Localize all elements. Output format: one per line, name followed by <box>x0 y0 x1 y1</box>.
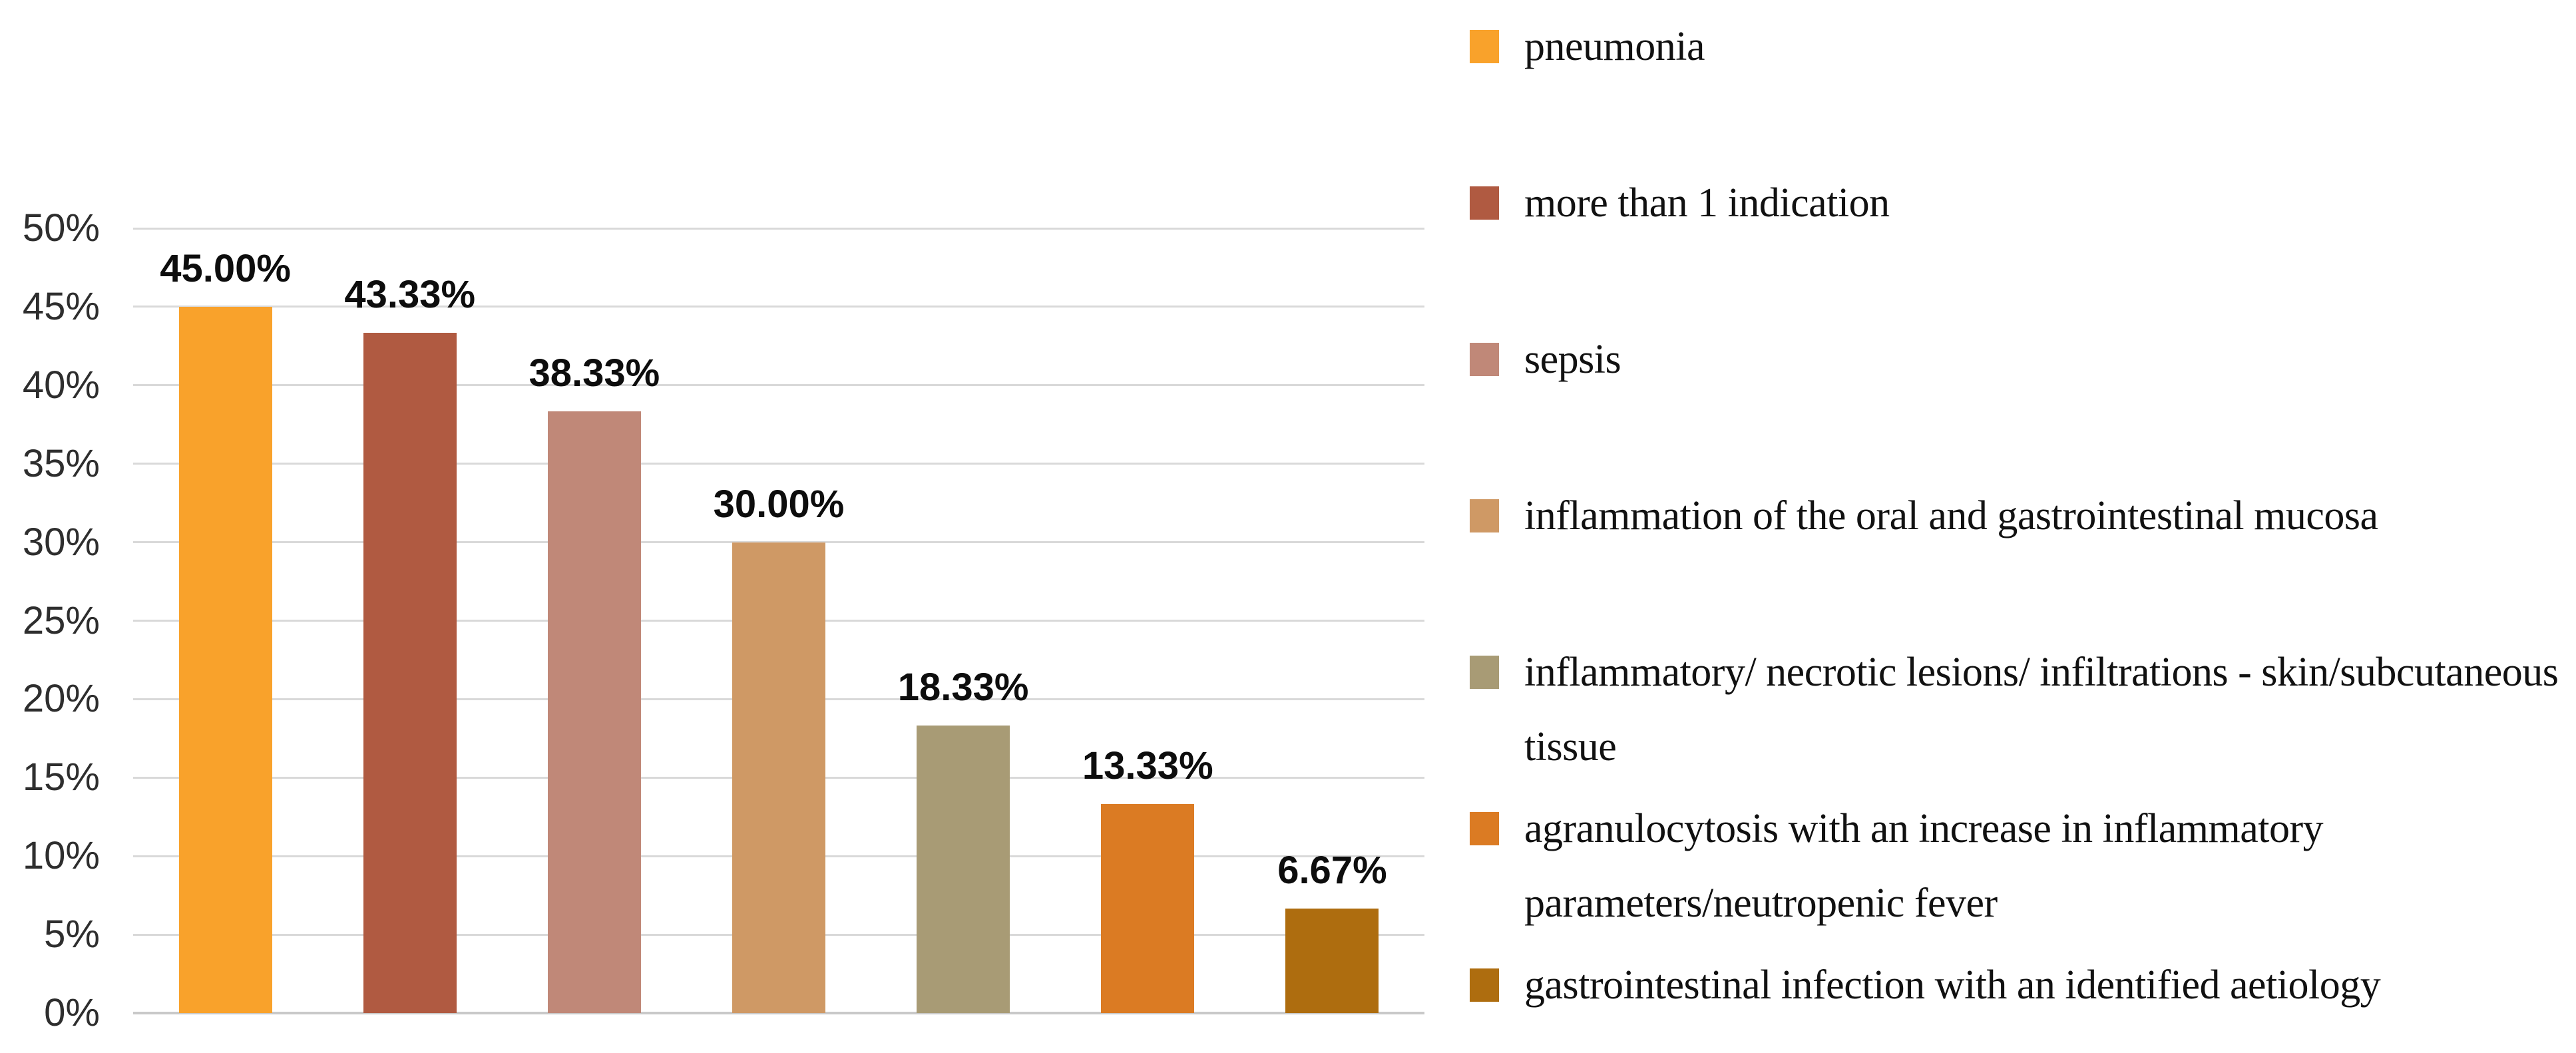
bar-3 <box>732 542 825 1013</box>
legend-item: more than 1 indication <box>1470 180 2576 240</box>
legend-item: gastrointestinal infection with an ident… <box>1470 962 2576 1022</box>
bar-data-label: 38.33% <box>529 351 660 395</box>
gridline <box>133 463 1424 465</box>
legend-label: sepsis <box>1524 337 1621 382</box>
y-axis-tick-label: 5% <box>44 913 100 956</box>
bar-data-label: 6.67% <box>1277 848 1387 892</box>
legend-swatch-icon <box>1470 968 1499 1002</box>
legend-swatch-icon <box>1470 186 1499 220</box>
legend-label: pneumonia <box>1524 24 1705 69</box>
x-axis-line <box>133 1012 1424 1014</box>
legend-swatch-icon <box>1470 499 1499 532</box>
gridline <box>133 306 1424 308</box>
legend-label: inflammation of the oral and gastrointes… <box>1524 493 2378 538</box>
y-axis-tick-label: 45% <box>22 284 100 328</box>
bar-6 <box>1285 908 1379 1013</box>
gridline <box>133 227 1424 230</box>
y-axis-tick-label: 25% <box>22 598 100 642</box>
legend-swatch-icon <box>1470 343 1499 376</box>
bar-4 <box>917 725 1010 1013</box>
bar-data-label: 30.00% <box>713 482 845 526</box>
bar-5 <box>1101 803 1195 1013</box>
legend-label: gastrointestinal infection with an ident… <box>1524 962 2381 1008</box>
bar-data-label: 13.33% <box>1082 743 1213 787</box>
y-axis-tick-label: 10% <box>22 834 100 878</box>
bar-0 <box>178 306 272 1013</box>
legend: pneumonia more than 1 indication sepsis inf… <box>1470 0 2576 1053</box>
bar-2 <box>547 411 641 1013</box>
legend-label: agranulocytosis with an increase in infl… <box>1524 806 2324 926</box>
legend-item: inflammation of the oral and gastrointes… <box>1470 493 2576 553</box>
legend-item: sepsis <box>1470 337 2576 397</box>
legend-swatch-icon <box>1470 812 1499 845</box>
bar-data-label: 18.33% <box>897 665 1029 709</box>
legend-label: inflammatory/ necrotic lesions/ infiltra… <box>1524 650 2559 769</box>
legend-swatch-icon <box>1470 30 1499 63</box>
y-axis-tick-label: 40% <box>22 363 100 407</box>
gridline <box>133 384 1424 387</box>
bar-data-label: 43.33% <box>344 273 476 317</box>
y-axis-tick-label: 15% <box>22 755 100 799</box>
legend-item: inflammatory/ necrotic lesions/ infiltra… <box>1470 650 2576 784</box>
legend-item: pneumonia <box>1470 24 2576 84</box>
y-axis-tick-label: 30% <box>22 520 100 564</box>
legend-swatch-icon <box>1470 656 1499 689</box>
y-axis-tick-label: 50% <box>22 206 100 250</box>
bar-data-label: 45.00% <box>160 246 291 290</box>
y-axis-tick-label: 20% <box>22 677 100 721</box>
legend-label: more than 1 indication <box>1524 180 1890 226</box>
y-axis-tick-label: 0% <box>44 991 100 1034</box>
legend-item: agranulocytosis with an increase in infl… <box>1470 806 2576 941</box>
bar-1 <box>363 333 457 1013</box>
y-axis-tick-label: 35% <box>22 441 100 485</box>
